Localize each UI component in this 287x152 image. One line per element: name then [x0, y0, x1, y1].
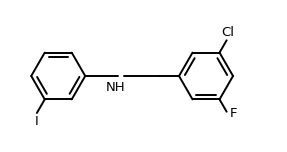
Text: I: I — [35, 115, 39, 128]
Text: F: F — [230, 107, 238, 120]
Text: Cl: Cl — [222, 26, 234, 39]
Text: NH: NH — [106, 81, 125, 94]
